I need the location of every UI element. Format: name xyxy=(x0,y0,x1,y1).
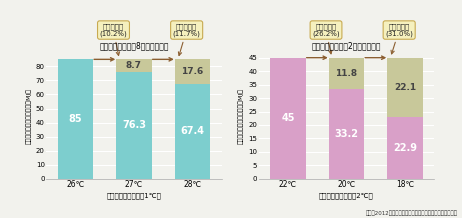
Text: 負荷削減量
(10.2%): 負荷削減量 (10.2%) xyxy=(100,23,128,55)
Bar xyxy=(58,59,93,179)
Title: 【月間冷房負荷（8月）の変化】: 【月間冷房負荷（8月）の変化】 xyxy=(99,41,169,50)
X-axis label: 冷房設定温度（間隔2℃）: 冷房設定温度（間隔2℃） xyxy=(319,192,374,199)
Bar xyxy=(270,58,305,179)
Bar xyxy=(388,58,423,117)
Title: 【月間暖房負荷（2月）の変化】: 【月間暖房負荷（2月）の変化】 xyxy=(312,41,381,50)
Bar xyxy=(329,89,364,179)
Text: 8.7: 8.7 xyxy=(126,61,142,70)
Text: 76.3: 76.3 xyxy=(122,120,146,130)
Text: 67.4: 67.4 xyxy=(181,126,205,136)
Bar xyxy=(175,84,210,179)
Text: 17.6: 17.6 xyxy=(182,67,204,76)
Text: 負荷削減量
(26.2%): 負荷削減量 (26.2%) xyxy=(312,23,340,54)
Text: 33.2: 33.2 xyxy=(334,129,359,139)
Text: 22.9: 22.9 xyxy=(393,143,417,153)
Y-axis label: 月間暖房負荷削減量（百万MJ）: 月間暖房負荷削減量（百万MJ） xyxy=(238,88,244,143)
Text: 負荷削減量
(11.7%): 負荷削減量 (11.7%) xyxy=(173,23,201,56)
Text: 負荷削減量
(31.0%): 負荷削減量 (31.0%) xyxy=(385,23,413,54)
Bar xyxy=(388,117,423,179)
Y-axis label: 月間冷房負荷削減量（百万MJ）: 月間冷房負荷削減量（百万MJ） xyxy=(26,88,31,143)
Bar xyxy=(175,59,210,84)
Bar xyxy=(116,72,152,179)
Text: 11.8: 11.8 xyxy=(335,69,358,78)
X-axis label: 冷房設定温度（間隔1℃）: 冷房設定温度（間隔1℃） xyxy=(107,192,161,199)
Text: 45: 45 xyxy=(281,113,295,123)
Bar xyxy=(116,59,152,72)
Bar xyxy=(329,58,364,89)
Text: 22.1: 22.1 xyxy=(394,83,416,92)
Text: 出典：2012ビル省エネ手帳（財）省エネルギーセンター）: 出典：2012ビル省エネ手帳（財）省エネルギーセンター） xyxy=(365,210,457,216)
Text: 85: 85 xyxy=(69,114,82,124)
